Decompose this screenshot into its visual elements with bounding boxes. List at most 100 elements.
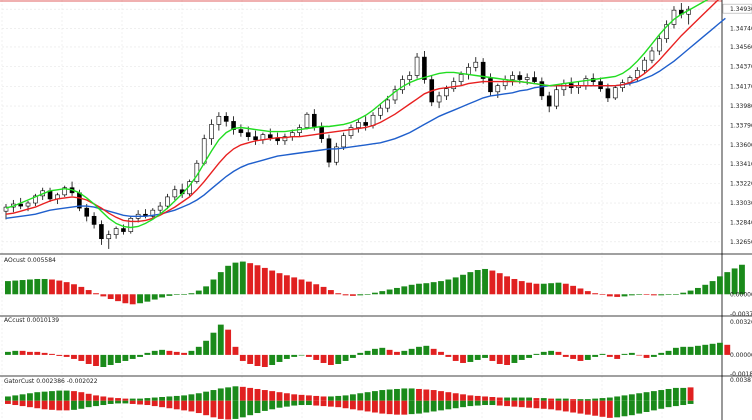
candle-bear[interactable] <box>91 215 97 225</box>
histogram-bar <box>232 346 239 355</box>
candle-bull[interactable] <box>33 195 38 204</box>
histogram-bar <box>555 351 562 355</box>
candle-bull[interactable] <box>209 124 214 140</box>
candle-bull[interactable] <box>649 50 655 61</box>
candle-bear[interactable] <box>363 122 368 126</box>
histogram-bar <box>548 283 555 295</box>
gator-lower-bar <box>335 400 342 408</box>
histogram-bar <box>85 290 92 295</box>
candle-bull[interactable] <box>356 122 361 128</box>
candle-bull[interactable] <box>656 38 662 52</box>
candle-bear[interactable] <box>319 126 324 140</box>
gator-lower-bar <box>181 400 188 411</box>
candle-bull[interactable] <box>341 135 346 148</box>
candle-bull[interactable] <box>370 114 376 126</box>
histogram-bar <box>269 270 276 295</box>
candle-bull[interactable] <box>554 89 559 107</box>
candle-bull[interactable] <box>451 81 457 90</box>
candle-bull[interactable] <box>282 136 288 142</box>
gator-upper-bar <box>482 396 488 401</box>
candle-bear[interactable] <box>223 115 229 122</box>
candle-bull[interactable] <box>436 95 442 103</box>
candle-bear[interactable] <box>253 136 258 141</box>
candle-bull[interactable] <box>634 70 640 78</box>
candle-bear[interactable] <box>231 121 236 130</box>
gator-upper-bar <box>298 394 305 401</box>
candle-bear[interactable] <box>267 134 273 139</box>
gator-upper-bar <box>247 387 254 401</box>
candle-bull[interactable] <box>3 206 9 212</box>
candle-bear[interactable] <box>99 224 104 240</box>
candle-bull[interactable] <box>400 79 405 91</box>
candle-bull[interactable] <box>414 56 420 76</box>
histogram-bar <box>577 288 584 295</box>
gator-lower-bar <box>34 400 41 409</box>
candle-bull[interactable] <box>157 205 163 211</box>
candle-bull[interactable] <box>510 75 515 80</box>
histogram-bar <box>614 294 621 297</box>
candle-bear[interactable] <box>517 75 523 80</box>
candle-bear[interactable] <box>546 95 552 107</box>
candle-bull[interactable] <box>165 196 170 207</box>
candle-bull[interactable] <box>62 187 68 196</box>
gator-upper-bar <box>526 397 533 401</box>
candle-bull[interactable] <box>612 87 618 99</box>
candle-bull[interactable] <box>385 99 391 109</box>
gator-upper-bar <box>562 398 569 401</box>
candle-bull[interactable] <box>216 115 222 125</box>
candle-bear[interactable] <box>238 129 244 133</box>
gator-lower-bar <box>239 400 246 418</box>
histogram-bar <box>115 294 121 302</box>
candle-bull[interactable] <box>172 189 178 198</box>
candle-bear[interactable] <box>121 228 126 232</box>
candle-bear[interactable] <box>480 61 486 79</box>
histogram-bar <box>283 354 290 359</box>
candle-bull[interactable] <box>583 78 589 86</box>
gator-upper-bar <box>628 394 635 401</box>
candle-bull[interactable] <box>664 24 669 40</box>
histogram-bar <box>49 353 55 355</box>
candle-bull[interactable] <box>561 83 567 91</box>
candle-bull[interactable] <box>392 89 398 101</box>
candle-bull[interactable] <box>128 218 134 232</box>
gator-upper-bar <box>217 388 224 401</box>
gator-lower-bar <box>173 400 180 410</box>
candle-bull[interactable] <box>671 9 677 25</box>
candle-bear[interactable] <box>422 56 427 80</box>
gator-lower-bar <box>232 400 239 419</box>
candle-bull[interactable] <box>466 67 471 75</box>
candle-bear[interactable] <box>311 113 317 127</box>
candle-bear[interactable] <box>488 78 493 93</box>
candle-bear[interactable] <box>84 207 90 217</box>
gator-lower-bar <box>5 400 11 404</box>
histogram-bar <box>401 286 408 295</box>
candle-bear[interactable] <box>532 77 537 82</box>
candle-bear[interactable] <box>326 138 332 163</box>
candle-bull[interactable] <box>642 59 647 71</box>
candle-bull[interactable] <box>407 75 413 80</box>
candle-bull[interactable] <box>334 146 339 163</box>
histogram-bar <box>636 354 643 356</box>
candle-bull[interactable] <box>150 209 156 217</box>
candle-bear[interactable] <box>539 81 545 97</box>
gator-lower-bar <box>672 400 679 407</box>
histogram-bar <box>122 354 129 361</box>
candle-bull[interactable] <box>473 61 479 68</box>
candle-bull[interactable] <box>25 202 31 207</box>
candle-bull[interactable] <box>495 85 501 93</box>
candle-bear[interactable] <box>605 88 611 99</box>
candle-bear[interactable] <box>18 203 23 207</box>
candle-bull[interactable] <box>113 228 119 235</box>
candle-bear[interactable] <box>245 132 251 137</box>
candle-bull[interactable] <box>444 88 449 97</box>
candle-bull[interactable] <box>348 127 354 136</box>
gator-upper-bar <box>548 398 555 401</box>
candle-bull[interactable] <box>378 107 383 116</box>
candle-bull[interactable] <box>304 113 310 128</box>
candle-bull[interactable] <box>106 234 112 240</box>
gator-upper-bar <box>276 392 283 401</box>
candle-bull[interactable] <box>524 77 530 80</box>
candle-bull[interactable] <box>458 74 464 82</box>
histogram-bar <box>562 283 569 295</box>
